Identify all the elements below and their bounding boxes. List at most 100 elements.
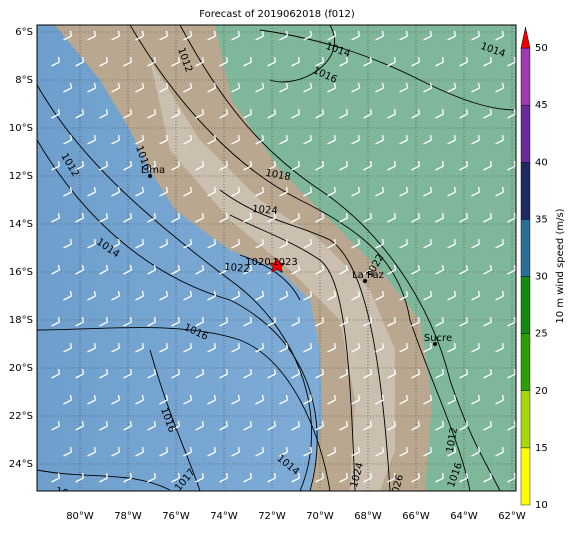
wind-barb [51, 316, 61, 327]
wind-barb [327, 290, 337, 301]
wind-barb [111, 134, 121, 145]
wind-barb [459, 212, 469, 223]
wind-barb [315, 212, 325, 223]
wind-barb [183, 446, 193, 457]
wind-barb [195, 108, 205, 119]
wind-barb [411, 264, 421, 275]
wind-barb [159, 290, 169, 301]
wind-barb [399, 342, 409, 353]
wind-barb [459, 472, 469, 483]
contour-label: 1023 [272, 257, 297, 268]
wind-barb [387, 264, 397, 275]
wind-barb [303, 238, 313, 249]
lon-label: 80°W [66, 511, 94, 522]
wind-barb [363, 212, 373, 223]
lon-label: 76°W [162, 511, 190, 522]
wind-barb [471, 82, 481, 93]
wind-barb [231, 30, 241, 41]
wind-barb [63, 394, 73, 405]
wind-barb [255, 290, 265, 301]
wind-barb [207, 394, 217, 405]
wind-barb [183, 238, 193, 249]
wind-barb [51, 420, 61, 431]
wind-barb [219, 472, 229, 483]
wind-barb [459, 56, 469, 67]
wind-barb [459, 108, 469, 119]
wind-barb [303, 290, 313, 301]
wind-barb [411, 160, 421, 171]
wind-barb [483, 56, 493, 67]
wind-barb [495, 342, 505, 353]
wind-barb [351, 342, 361, 353]
wind-barb [99, 108, 109, 119]
colorbar-segment [520, 333, 531, 391]
wind-barb [387, 212, 397, 223]
wind-barb [447, 82, 457, 93]
colorbar-segment [520, 276, 531, 334]
wind-barb [267, 316, 277, 327]
wind-barb [483, 108, 493, 119]
wind-barb [423, 446, 433, 457]
wind-barb [255, 238, 265, 249]
wind-barb [255, 342, 265, 353]
wind-barb [483, 368, 493, 379]
lat-label: 20°S [9, 363, 33, 374]
colorbar-segment [520, 104, 531, 163]
wind-barb [315, 316, 325, 327]
wind-barb [63, 134, 73, 145]
wind-barb [459, 316, 469, 327]
wind-barb [291, 472, 301, 483]
wind-barb [363, 472, 373, 483]
wind-barb [315, 264, 325, 275]
wind-barb [99, 264, 109, 275]
city-dot [433, 342, 437, 346]
wind-barb [147, 160, 157, 171]
wind-barb [207, 238, 217, 249]
wind-barb [63, 290, 73, 301]
wind-barb [267, 108, 277, 119]
wind-barb [351, 30, 361, 41]
colorbar-tick-label: 20 [535, 386, 548, 397]
wind-barb [231, 342, 241, 353]
wind-barb [195, 160, 205, 171]
wind-barb [75, 56, 85, 67]
wind-barb [171, 56, 181, 67]
colorbar: 10 15 20 25 30 35 40 45 50 10 m wind speed (m/s) [520, 26, 566, 511]
wind-barb [123, 316, 133, 327]
colorbar-segment [520, 162, 531, 220]
wind-barb [495, 82, 505, 93]
wind-barb [219, 212, 229, 223]
wind-barb [99, 316, 109, 327]
wind-barb [87, 30, 97, 41]
wind-barb [507, 212, 516, 223]
wind-barb [159, 186, 169, 197]
lon-label: 72°W [258, 511, 286, 522]
wind-barb [303, 446, 313, 457]
wind-barb [339, 420, 349, 431]
wind-barb [375, 394, 385, 405]
contour-label: 1022 [224, 262, 250, 275]
wind-barb [363, 316, 373, 327]
wind-barb [447, 186, 457, 197]
lat-label: 10°S [9, 123, 33, 134]
wind-barb [399, 30, 409, 41]
wind-barb [207, 186, 217, 197]
wind-barb [375, 446, 385, 457]
wind-barb [87, 186, 97, 197]
lon-label: 68°W [354, 511, 382, 522]
wind-barb [507, 420, 516, 431]
wind-barb [291, 368, 301, 379]
city-dot [363, 279, 367, 283]
wind-barb [447, 30, 457, 41]
wind-barb [303, 134, 313, 145]
wind-barb [399, 290, 409, 301]
wind-barb [471, 30, 481, 41]
wind-barb [63, 186, 73, 197]
wind-barb [303, 30, 313, 41]
title: Forecast of 2019062018 (f012) [199, 9, 355, 20]
wind-barb [339, 264, 349, 275]
wind-barb [195, 212, 205, 223]
wind-barb [159, 30, 169, 41]
wind-barb [135, 446, 145, 457]
wind-barb [351, 446, 361, 457]
